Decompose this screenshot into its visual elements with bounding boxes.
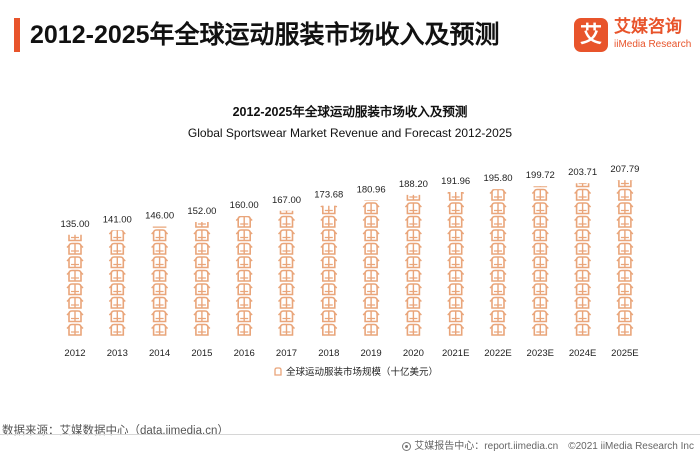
header-accent-bar (14, 18, 20, 52)
bar-2018 (320, 205, 338, 336)
logo-name-en: iiMedia Research (614, 39, 692, 50)
chart-subtitle: Global Sportswear Market Revenue and For… (187, 126, 513, 140)
value-label: 199.72 (526, 170, 555, 181)
category-label: 2025E (611, 348, 638, 359)
bar-2012 (66, 234, 84, 336)
chart-title: 2012-2025年全球运动服装市场收入及预测 (232, 105, 468, 119)
category-label: 2021E (442, 348, 469, 359)
report-center-icon (402, 442, 412, 451)
value-label: 135.00 (60, 219, 89, 230)
category-label: 2015 (191, 348, 212, 359)
value-label: 191.96 (441, 176, 470, 187)
value-label: 188.20 (399, 179, 428, 190)
logo-name-cn: 艾媒咨询 (614, 17, 682, 36)
report-center-link[interactable]: 艾媒报告中心：report.iimedia.cn (414, 441, 559, 452)
value-label: 195.80 (483, 173, 512, 184)
category-label: 2024E (569, 348, 596, 359)
value-label: 203.71 (568, 167, 597, 178)
brand-logo[interactable]: 艾 艾媒咨询 iiMedia Research (574, 16, 694, 56)
category-label: 2014 (149, 348, 170, 359)
value-label: 160.00 (230, 200, 259, 211)
value-label: 173.68 (314, 190, 343, 201)
value-label: 152.00 (187, 206, 216, 217)
bar-2019 (362, 200, 380, 336)
legend-label: 全球运动服装市场规模（十亿美元） (286, 366, 438, 378)
category-label: 2016 (234, 348, 255, 359)
category-label: 2022E (484, 348, 511, 359)
bar-2016 (235, 216, 253, 336)
value-label: 146.00 (145, 211, 174, 222)
footer-credits: 艾媒报告中心：report.iimedia.cn ©2021 iiMedia R… (402, 440, 694, 453)
logo-icon: 艾 (574, 18, 608, 52)
category-label: 2018 (318, 348, 339, 359)
value-label: 141.00 (103, 214, 132, 225)
bar-2020 (404, 194, 422, 336)
data-source: 数据来源：艾媒数据中心（data.iimedia.cn） (2, 425, 229, 437)
category-label: 2013 (107, 348, 128, 359)
legend-swatch-icon (274, 367, 282, 376)
category-label: 2012 (64, 348, 85, 359)
bar-2022E (489, 189, 507, 336)
bar-2015 (193, 222, 211, 336)
chart-legend: 全球运动服装市场规模（十亿美元） (274, 366, 438, 378)
bar-2013 (108, 230, 126, 336)
bar-2024E (574, 183, 592, 336)
page-header: 2012-2025年全球运动服装市场收入及预测 (0, 0, 700, 60)
page-title: 2012-2025年全球运动服装市场收入及预测 (30, 21, 500, 49)
bar-2017 (278, 210, 295, 336)
footer-divider (0, 434, 700, 435)
value-label: 167.00 (272, 195, 301, 206)
category-label: 2017 (276, 348, 297, 359)
bar-2014 (151, 226, 169, 336)
bar-2025E (616, 180, 634, 336)
bar-2021E (447, 192, 465, 336)
value-label: 207.79 (610, 164, 639, 175)
copyright-text: ©2021 iiMedia Research Inc (568, 441, 694, 452)
bar-2023E (531, 186, 549, 336)
category-label: 2020 (403, 348, 424, 359)
value-label: 180.96 (357, 184, 386, 195)
category-label: 2019 (361, 348, 382, 359)
category-label: 2023E (527, 348, 554, 359)
